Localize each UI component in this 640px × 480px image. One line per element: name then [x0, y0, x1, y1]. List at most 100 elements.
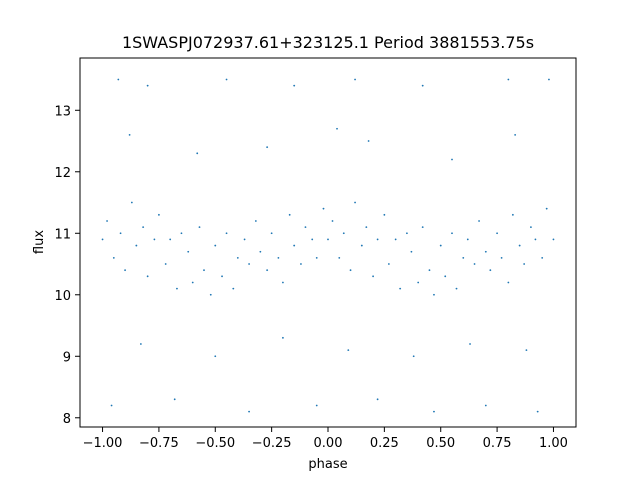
- data-point: [466, 238, 469, 241]
- data-point: [315, 404, 318, 407]
- data-point: [399, 287, 402, 290]
- data-point: [198, 226, 201, 229]
- plot-area-frame: [79, 57, 577, 428]
- x-tick-label: −1.00: [83, 436, 123, 451]
- data-point: [327, 238, 329, 241]
- data-point: [119, 232, 122, 235]
- data-point: [146, 84, 149, 87]
- data-point: [176, 287, 178, 290]
- data-point: [293, 84, 296, 87]
- data-point: [270, 232, 273, 235]
- data-point: [433, 293, 435, 296]
- data-point: [153, 238, 156, 241]
- data-point: [511, 213, 514, 216]
- x-tick-label: 0.50: [426, 436, 455, 451]
- data-point: [221, 275, 223, 278]
- data-point: [187, 250, 190, 253]
- data-point: [248, 410, 250, 413]
- data-point: [372, 275, 374, 278]
- data-point: [135, 244, 138, 247]
- data-point: [146, 275, 149, 278]
- data-point: [478, 220, 480, 222]
- data-point: [545, 207, 548, 210]
- data-point: [277, 256, 280, 259]
- data-point: [232, 287, 235, 290]
- data-point: [349, 269, 352, 272]
- data-point: [254, 220, 257, 222]
- data-point: [530, 226, 532, 229]
- data-point: [259, 250, 262, 253]
- data-point: [311, 238, 314, 241]
- data-point: [203, 269, 205, 272]
- data-point: [484, 404, 487, 407]
- data-point: [541, 256, 544, 259]
- y-tick-label: 9: [63, 350, 71, 365]
- data-point: [417, 281, 420, 284]
- data-point: [444, 275, 447, 278]
- data-point: [266, 146, 269, 149]
- x-tick-label: 1.00: [539, 436, 568, 451]
- chart-title: 1SWASPJ072937.61+323125.1 Period 3881553…: [122, 33, 534, 52]
- y-tick-label: 12: [54, 166, 71, 181]
- data-point: [439, 244, 442, 247]
- data-point: [376, 398, 379, 401]
- data-point: [142, 226, 145, 229]
- x-tick-label: 0.00: [314, 436, 343, 451]
- data-point: [484, 250, 487, 253]
- data-point: [365, 226, 368, 229]
- data-point: [473, 263, 476, 265]
- data-point: [360, 244, 363, 247]
- data-point: [489, 269, 492, 272]
- data-point: [304, 226, 307, 229]
- y-tick-label: 10: [54, 289, 71, 304]
- data-point: [412, 355, 415, 358]
- x-tick-label: 0.75: [483, 436, 512, 451]
- data-point: [455, 287, 458, 290]
- data-point: [124, 269, 126, 272]
- data-point: [514, 133, 517, 136]
- data-point: [243, 238, 246, 241]
- data-point: [266, 269, 269, 272]
- data-point: [331, 220, 334, 222]
- data-point: [300, 263, 302, 265]
- y-tick-label: 11: [54, 227, 71, 242]
- data-point: [376, 238, 379, 241]
- data-point: [383, 213, 386, 216]
- data-point: [196, 152, 199, 155]
- data-point: [282, 336, 284, 339]
- data-point: [410, 250, 413, 253]
- data-point: [169, 238, 172, 241]
- data-point: [225, 232, 228, 235]
- data-point: [106, 220, 108, 222]
- x-axis: −1.00 −0.75 −0.50 −0.25 0.00 0.25 0.50 0.75 1.00: [83, 427, 568, 451]
- x-axis-label: phase: [308, 457, 347, 472]
- data-point: [367, 140, 370, 142]
- y-axis-label: flux: [32, 230, 47, 254]
- data-point: [469, 343, 471, 345]
- data-point: [338, 256, 341, 259]
- data-point: [421, 84, 424, 87]
- data-point: [534, 238, 537, 241]
- data-point: [112, 256, 115, 259]
- data-point: [347, 349, 350, 352]
- data-point: [523, 263, 526, 265]
- data-point: [500, 256, 503, 259]
- x-tick-label: −0.25: [252, 436, 292, 451]
- x-tick-label: 0.25: [370, 436, 399, 451]
- data-point: [507, 78, 510, 81]
- data-point: [394, 238, 397, 241]
- data-point: [158, 213, 160, 216]
- data-point: [117, 78, 120, 81]
- data-point: [128, 133, 131, 136]
- y-tick-label: 8: [63, 412, 71, 427]
- data-point: [342, 232, 345, 235]
- data-point: [354, 78, 356, 81]
- data-point: [548, 78, 550, 81]
- data-point: [139, 343, 142, 345]
- data-point: [451, 232, 453, 235]
- data-point: [496, 232, 498, 235]
- data-point: [451, 158, 453, 161]
- x-tick-label: −0.75: [139, 436, 179, 451]
- data-point: [288, 213, 291, 216]
